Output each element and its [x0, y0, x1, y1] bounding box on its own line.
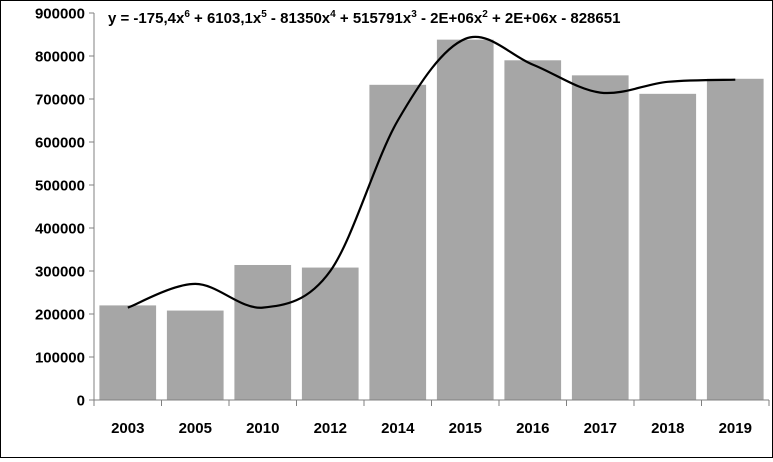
x-tick-label: 2005	[179, 420, 212, 437]
x-tick-label: 2012	[314, 420, 347, 437]
trendline	[127, 35, 736, 309]
bar-2005	[166, 310, 224, 400]
y-tick-label: 0	[77, 393, 85, 410]
equation-exponent: 4	[330, 9, 336, 20]
equation-text: - 2E+06x	[417, 10, 483, 27]
equation-exponent: 3	[411, 9, 417, 20]
bar-2015	[436, 39, 494, 400]
y-tick-label: 200000	[35, 307, 85, 324]
y-tick-label: 400000	[35, 221, 85, 238]
bar-2018	[639, 93, 697, 400]
x-tick-label: 2014	[381, 420, 415, 437]
y-tick-label: 900000	[35, 6, 85, 23]
equation-exponent: 6	[184, 9, 190, 20]
y-axis-ticks: 0 100000 200000 300000 400000 500000 600000 700…	[35, 6, 94, 410]
bars-layer	[99, 39, 764, 401]
y-tick-label: 800000	[35, 49, 85, 66]
x-tick-label: 2017	[584, 420, 617, 437]
bar-2016	[504, 60, 562, 401]
bar-2014	[369, 84, 427, 400]
equation-text: + 515791x	[336, 10, 412, 27]
x-axis-ticks: 2003 2005 2010 2012 2014 2015 2016 2017 2018 2019	[93, 400, 770, 437]
bar-2017	[571, 75, 629, 400]
x-tick-label: 2018	[651, 420, 684, 437]
x-tick-label: 2016	[516, 420, 549, 437]
equation-exponent: 5	[261, 9, 267, 20]
equation-text: - 81350x	[267, 10, 331, 27]
trendline-equation: y = -175,4x6 + 6103,1x5 - 81350x4 + 5157…	[108, 9, 620, 27]
x-tick-label: 2015	[449, 420, 482, 437]
x-tick-label: 2003	[111, 420, 144, 437]
x-tick-label: 2010	[246, 420, 279, 437]
x-tick-label: 2019	[719, 420, 752, 437]
bar-2012	[301, 267, 359, 400]
equation-text: y = -175,4x	[108, 10, 185, 27]
bar-2003	[99, 305, 157, 400]
equation-exponent: 2	[482, 9, 488, 20]
bar-2010	[234, 264, 292, 400]
y-tick-label: 100000	[35, 350, 85, 367]
y-tick-label: 300000	[35, 264, 85, 281]
y-tick-label: 600000	[35, 135, 85, 152]
y-tick-label: 500000	[35, 178, 85, 195]
y-tick-label: 700000	[35, 92, 85, 109]
equation-text: + 6103,1x	[190, 10, 262, 27]
bar-2019	[706, 78, 764, 400]
equation-text: + 2E+06x - 828651	[488, 10, 621, 27]
